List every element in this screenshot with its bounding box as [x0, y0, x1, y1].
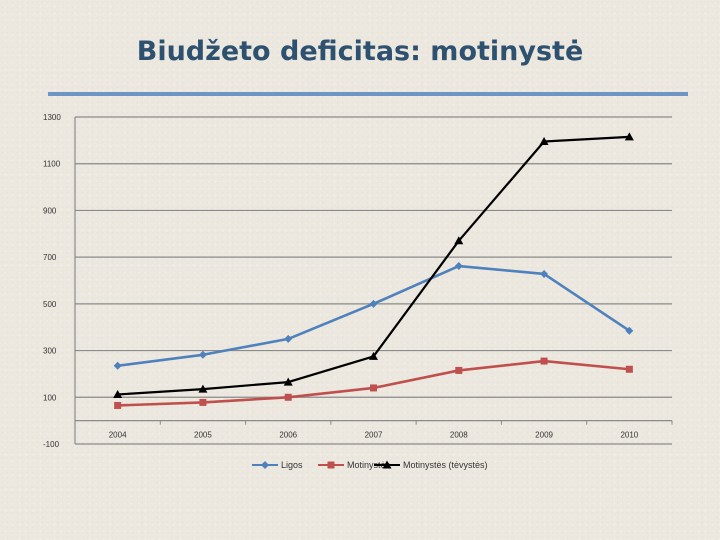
data-point — [455, 366, 463, 374]
y-tick-label: 1300 — [43, 113, 61, 122]
data-point — [283, 377, 293, 386]
legend-item: Motinystės — [318, 460, 391, 470]
legend-item: Ligos — [252, 460, 303, 470]
data-point — [454, 262, 463, 271]
series-motinystes-tevystes — [113, 132, 634, 398]
legend-marker — [327, 461, 335, 469]
data-point — [539, 137, 549, 146]
y-tick-label: 700 — [43, 253, 57, 262]
x-axis-ticks: 2004 2005 2006 2007 2008 2009 2010 — [109, 431, 639, 440]
legend-label: Motinystės — [347, 460, 391, 470]
legend: Ligos Motinystės Motinystės (tėvystės) — [252, 460, 488, 470]
y-tick-label: -100 — [43, 440, 60, 449]
data-point — [113, 361, 122, 370]
legend-label: Motinystės (tėvystės) — [403, 460, 488, 470]
series-ligos — [113, 262, 634, 370]
legend-marker — [382, 460, 392, 469]
y-tick-label: 300 — [43, 347, 57, 356]
legend-marker — [261, 461, 269, 469]
series-motinystes — [114, 357, 633, 409]
x-tick-label: 2004 — [109, 431, 127, 440]
y-tick-label: 100 — [43, 393, 57, 402]
x-tick-label: 2009 — [535, 431, 553, 440]
data-point — [369, 299, 378, 308]
data-point — [284, 393, 292, 401]
data-point — [540, 357, 548, 365]
y-axis-ticks: -100 100 300 500 700 900 1100 1300 — [43, 113, 61, 449]
data-point — [370, 384, 377, 392]
data-point — [113, 389, 123, 398]
data-point — [540, 269, 549, 278]
legend-label: Ligos — [281, 460, 303, 470]
series-line — [117, 359, 630, 407]
x-tick-label: 2007 — [365, 431, 383, 440]
gridlines — [74, 116, 673, 445]
data-point — [625, 365, 633, 373]
y-tick-label: 1100 — [43, 160, 61, 169]
data-point — [114, 401, 122, 409]
data-point — [625, 326, 634, 335]
x-tick-label: 2005 — [194, 431, 212, 440]
series-group — [113, 132, 634, 409]
data-point — [284, 334, 293, 343]
data-point — [199, 398, 207, 406]
y-tick-label: 900 — [43, 206, 57, 215]
y-tick-label: 500 — [43, 300, 57, 309]
x-tick-label: 2010 — [620, 431, 638, 440]
data-point — [369, 351, 378, 360]
slide-title: Biudžeto deficitas: motinystė — [136, 36, 584, 67]
data-point — [624, 132, 634, 141]
title-divider — [48, 92, 688, 96]
data-point — [198, 350, 207, 359]
data-point — [454, 236, 464, 245]
data-point — [198, 384, 208, 393]
x-tick-label: 2008 — [450, 431, 468, 440]
x-tick-label: 2006 — [279, 431, 297, 440]
legend-item: Motinystės (tėvystės) — [374, 460, 488, 470]
